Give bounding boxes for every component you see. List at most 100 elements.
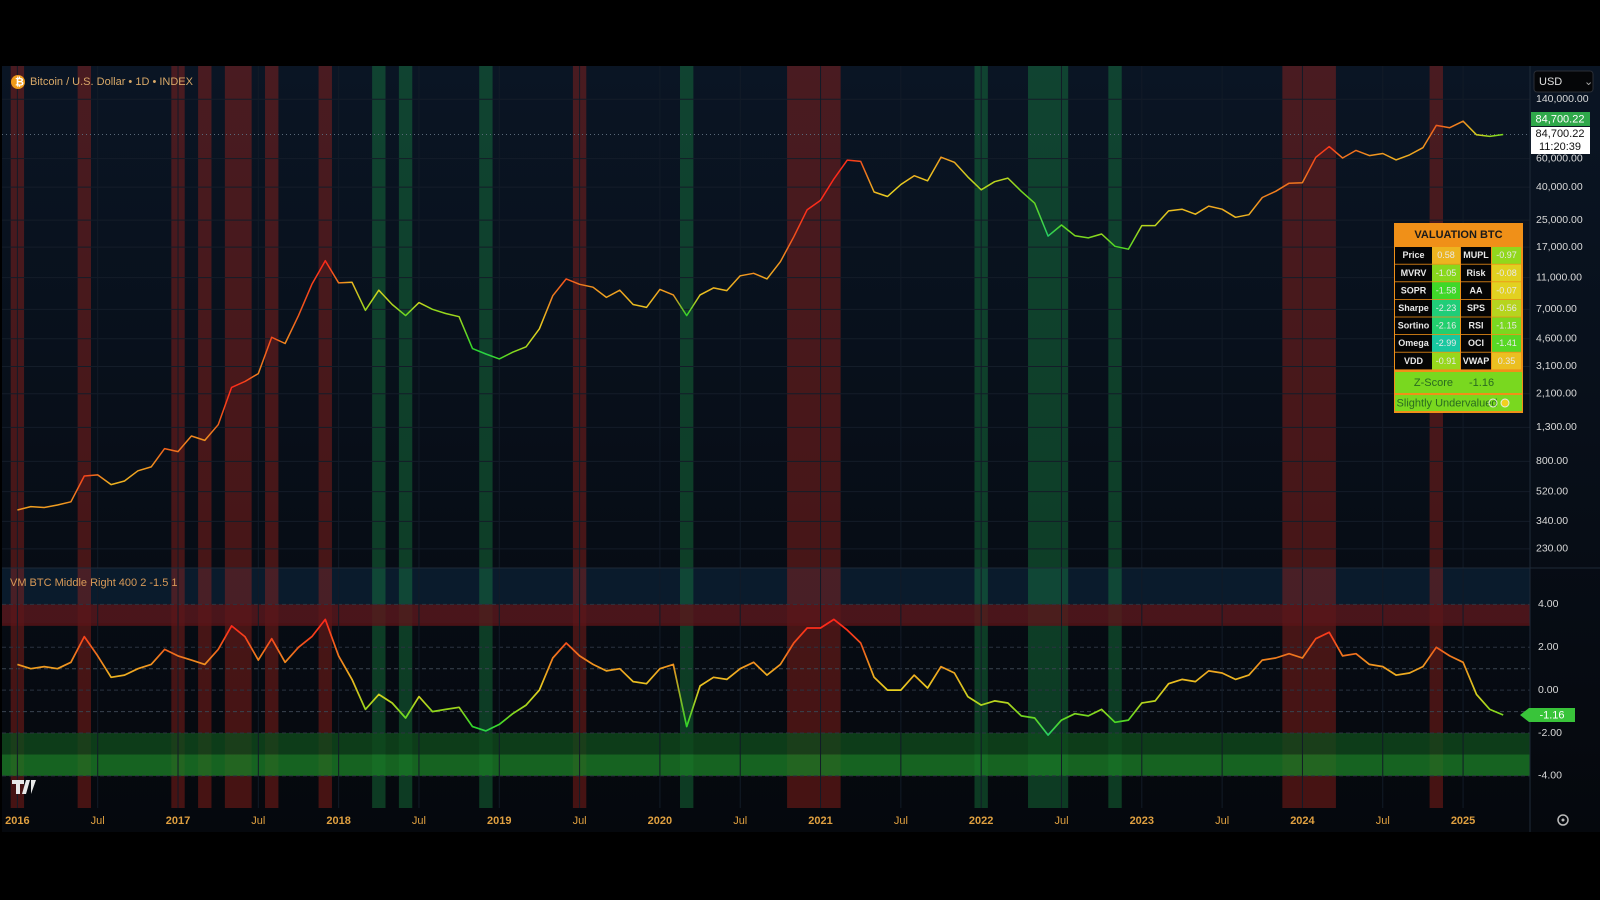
settings-gear-center[interactable] [1561, 818, 1565, 822]
metric-name: SPS [1467, 303, 1485, 313]
metric-name: Sharpe [1398, 303, 1429, 313]
zone-band [2, 604, 1530, 626]
y-tick-label: 0.00 [1538, 684, 1559, 696]
metric-name: Price [1402, 250, 1424, 260]
value-cell [1432, 335, 1460, 352]
y-tick-label: 140,000.00 [1536, 93, 1589, 105]
price-label-bg [1531, 112, 1590, 126]
zscore-value: -1.16 [1469, 377, 1494, 389]
highlight-band [224, 66, 252, 808]
status-label: Slightly Undervalued [1397, 397, 1498, 409]
y-tick-label: 2,100.00 [1536, 388, 1577, 400]
x-tick-label: Jul [894, 815, 908, 827]
y-tick-label: 4,600.00 [1536, 333, 1577, 345]
value-cell [1432, 317, 1460, 335]
settings-gear[interactable] [1557, 814, 1569, 826]
y-tick-label: 17,000.00 [1536, 241, 1583, 253]
metric-name: Risk [1466, 268, 1486, 278]
y-tick-label: -4.00 [1538, 770, 1562, 782]
highlight-band [679, 66, 694, 808]
highlight-band [787, 66, 841, 808]
currency-dropdown[interactable] [1533, 70, 1594, 93]
last-value-pointer [1520, 708, 1529, 722]
x-tick-label: 2020 [648, 815, 672, 827]
y-tick-label: 7,000.00 [1536, 303, 1577, 315]
y-tick-label: 2.00 [1538, 641, 1559, 653]
x-tick-label: 2018 [326, 815, 350, 827]
series-line [17, 618, 1504, 736]
metric-name: MVRV [1401, 268, 1427, 278]
metric-value: -2.23 [1436, 303, 1457, 313]
value-cell [1492, 335, 1521, 352]
y-tick-label: 230.00 [1536, 543, 1568, 555]
zscore-cell [1395, 372, 1522, 393]
y-tick-label: 800.00 [1536, 455, 1568, 467]
y-tick-label: 25,000.00 [1536, 214, 1583, 226]
metric-cell [1395, 317, 1432, 335]
metric-cell [1395, 299, 1432, 317]
metric-name: Sortino [1398, 321, 1430, 331]
metric-cell [1461, 282, 1491, 299]
x-tick-label: 2022 [969, 815, 993, 827]
chart-panel [2, 66, 1600, 832]
metric-value: 0.58 [1437, 250, 1455, 260]
value-cell [1432, 299, 1460, 317]
x-tick-label: Jul [91, 815, 105, 827]
x-tick-label: Jul [412, 815, 426, 827]
settings-icon[interactable] [1557, 814, 1569, 826]
value-cell [1432, 282, 1460, 299]
value-cell [1492, 299, 1521, 317]
x-tick-label: 2024 [1290, 815, 1315, 827]
highlight-band [77, 66, 92, 808]
dropdown-caret[interactable]: ⌄ [1584, 76, 1593, 88]
price-label: 84,700.22 [1536, 128, 1585, 140]
currency-label[interactable]: USD [1539, 76, 1562, 88]
metric-value: -0.91 [1436, 356, 1457, 366]
value-cell [1432, 264, 1460, 282]
last-value-label: -1.16 [1539, 709, 1564, 721]
metric-value: -0.07 [1496, 285, 1517, 295]
metric-name: AA [1470, 285, 1483, 295]
value-cell [1492, 352, 1521, 370]
series-line [17, 120, 1504, 511]
y-tick-label: 40,000.00 [1536, 181, 1583, 193]
y-tick-label: 520.00 [1536, 485, 1568, 497]
indicator-title: VM BTC Middle Right 400 2 -1.5 1 [10, 577, 178, 589]
highlight-band [1282, 66, 1336, 808]
metric-name: OCI [1468, 338, 1484, 348]
value-cell [1492, 264, 1521, 282]
metric-value: -2.16 [1436, 321, 1457, 331]
y-tick-label: 3,100.00 [1536, 360, 1577, 372]
zscore-label: Z-Score [1414, 377, 1453, 389]
x-tick-label: 2019 [487, 815, 511, 827]
highlight-band [1429, 66, 1443, 808]
x-tick-label: Jul [1215, 815, 1229, 827]
highlight-band [1108, 66, 1122, 808]
highlight-band [318, 66, 332, 808]
highlight-band [479, 66, 493, 808]
x-tick-label: 2025 [1451, 815, 1475, 827]
x-tick-label: 2017 [166, 815, 190, 827]
metric-cell [1461, 247, 1491, 264]
status-cell [1395, 395, 1522, 411]
metric-value: -1.15 [1496, 321, 1517, 331]
value-cell [1492, 247, 1521, 264]
metric-cell [1395, 352, 1432, 370]
metric-value: -1.58 [1436, 285, 1457, 295]
x-tick-label: 2023 [1130, 815, 1154, 827]
metric-cell [1461, 299, 1491, 317]
y-tick-label: 4.00 [1538, 598, 1559, 610]
x-tick-label: Jul [573, 815, 587, 827]
x-tick-label: 2021 [808, 815, 832, 827]
y-tick-label: 1,300.00 [1536, 421, 1577, 433]
y-tick-label: 11,000.00 [1536, 271, 1582, 283]
value-cell [1492, 282, 1521, 299]
table-title: VALUATION BTC [1414, 229, 1502, 241]
btc-icon [11, 75, 25, 89]
x-tick-label: Jul [1054, 815, 1068, 827]
y-tick-label: 340.00 [1536, 515, 1568, 527]
tv-logo [12, 780, 36, 794]
metric-value: -0.56 [1496, 303, 1517, 313]
btc-icon-glyph: ₿ [15, 76, 24, 88]
